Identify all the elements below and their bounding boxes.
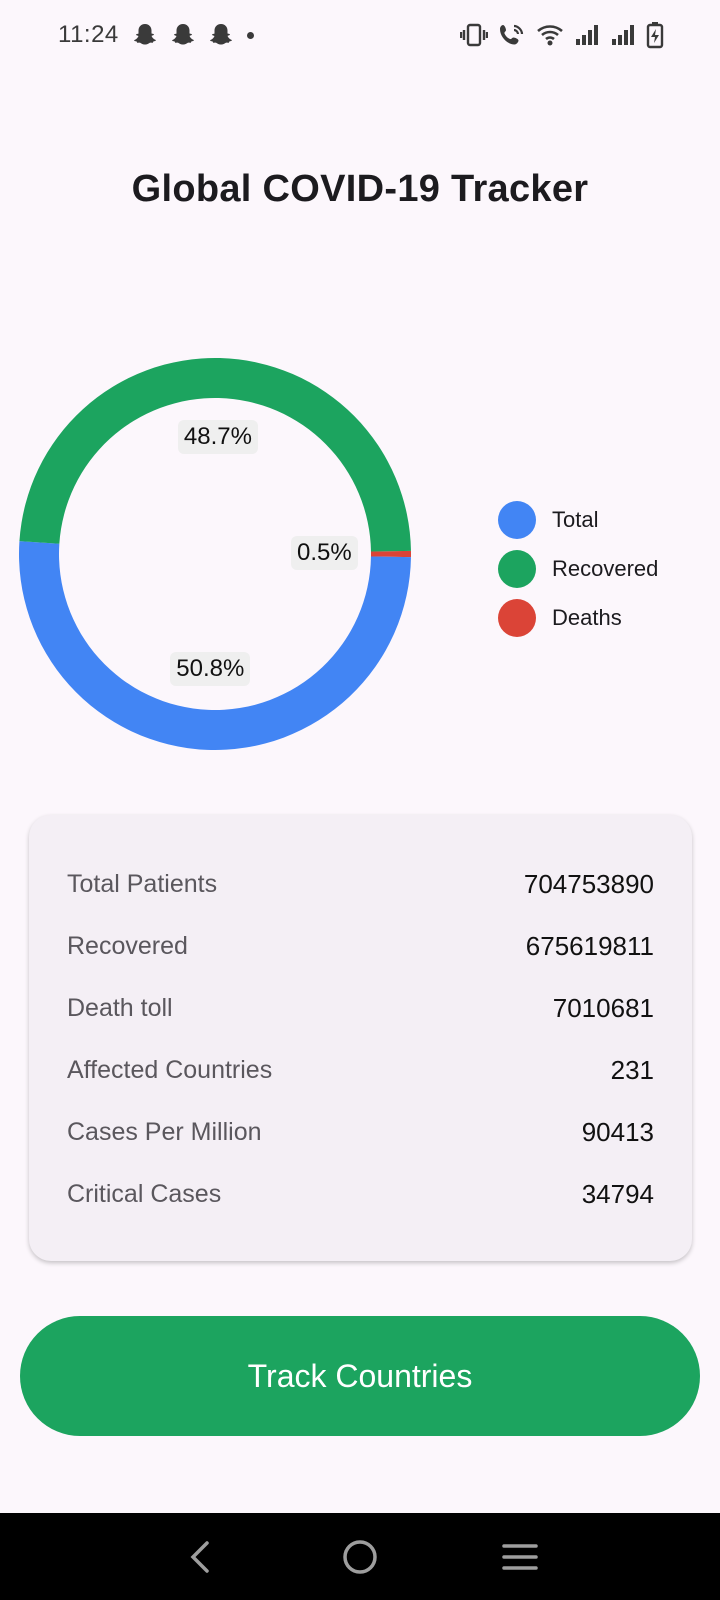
donut-slice-deaths bbox=[370, 550, 411, 558]
signal-icon bbox=[612, 25, 634, 45]
back-icon bbox=[190, 1540, 209, 1573]
dot-icon bbox=[246, 31, 254, 39]
stat-label: Cases Per Million bbox=[67, 1117, 262, 1146]
snapchat-icon bbox=[133, 24, 156, 45]
recents-icon bbox=[502, 1543, 538, 1570]
stat-value: 231 bbox=[610, 1054, 654, 1085]
page-title: Global COVID-19 Tracker bbox=[131, 168, 589, 210]
stat-value: 675619811 bbox=[525, 930, 654, 961]
stat-label: Critical Cases bbox=[67, 1179, 222, 1208]
stat-row: Death toll 7010681 bbox=[67, 977, 654, 1039]
signal-icon bbox=[576, 25, 598, 45]
stat-label: Affected Countries bbox=[67, 1055, 273, 1084]
home-button[interactable] bbox=[330, 1527, 390, 1587]
stat-value: 704753890 bbox=[523, 868, 654, 899]
stat-value: 34794 bbox=[581, 1178, 654, 1209]
donut-slice-recovered bbox=[19, 357, 411, 552]
battery-charging-icon bbox=[646, 22, 664, 49]
stat-value: 90413 bbox=[581, 1116, 654, 1147]
stat-row: Affected Countries 231 bbox=[67, 1039, 654, 1101]
stat-row: Cases Per Million 90413 bbox=[67, 1101, 654, 1163]
legend-item: Recovered bbox=[498, 544, 658, 593]
slice-percent-label: 48.7% bbox=[177, 420, 258, 455]
chart-legend: Total Recovered Deaths bbox=[498, 495, 658, 642]
vibrate-icon bbox=[460, 23, 488, 47]
legend-item: Deaths bbox=[498, 593, 658, 642]
stat-row: Critical Cases 34794 bbox=[67, 1163, 654, 1225]
stat-row: Total Patients 704753890 bbox=[67, 853, 654, 915]
stat-label: Recovered bbox=[67, 931, 188, 960]
navigation-bar bbox=[0, 1513, 720, 1600]
track-countries-button[interactable]: Track Countries bbox=[20, 1316, 700, 1436]
legend-label: Total bbox=[552, 506, 599, 532]
legend-swatch bbox=[498, 549, 536, 588]
stat-label: Death toll bbox=[67, 993, 173, 1022]
back-button[interactable] bbox=[170, 1527, 230, 1587]
status-left: 11:24 bbox=[58, 21, 254, 49]
status-time: 11:24 bbox=[58, 21, 119, 48]
slice-percent-label: 0.5% bbox=[291, 536, 358, 570]
status-bar: 11:24 bbox=[0, 0, 720, 70]
wifi-call-icon bbox=[500, 24, 524, 45]
snapchat-icon bbox=[209, 24, 232, 45]
snapchat-icon bbox=[171, 24, 194, 45]
donut-chart-svg bbox=[18, 357, 411, 750]
legend-item: Total bbox=[498, 495, 658, 544]
donut-chart: 0.5% 50.8% 48.7% bbox=[0, 340, 460, 780]
donut-slice-total bbox=[18, 541, 411, 750]
home-icon bbox=[343, 1539, 377, 1574]
legend-label: Recovered bbox=[552, 555, 659, 581]
legend-swatch bbox=[498, 598, 536, 637]
stat-label: Total Patients bbox=[67, 869, 218, 898]
stats-card: Total Patients 704753890 Recovered 67561981… bbox=[29, 815, 692, 1261]
stat-value: 7010681 bbox=[552, 992, 654, 1023]
wifi-icon bbox=[537, 25, 563, 46]
slice-percent-label: 50.8% bbox=[170, 651, 251, 686]
legend-label: Deaths bbox=[552, 604, 622, 630]
recents-button[interactable] bbox=[490, 1527, 550, 1587]
status-right bbox=[460, 21, 664, 49]
legend-swatch bbox=[498, 500, 536, 539]
stat-row: Recovered 675619811 bbox=[67, 915, 654, 977]
